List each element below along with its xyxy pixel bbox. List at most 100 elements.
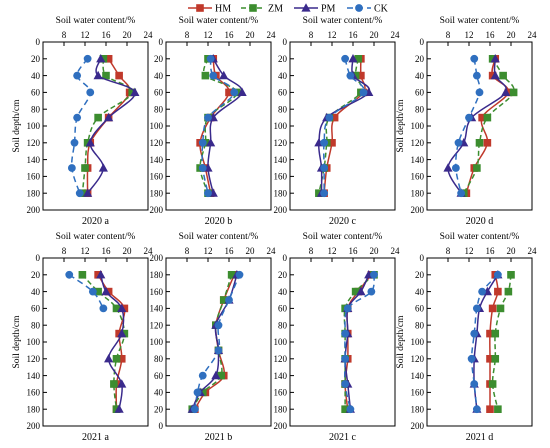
- point-CK: [472, 71, 481, 80]
- y-tick-label: 120: [274, 354, 288, 364]
- series-CK: [198, 54, 239, 198]
- x-tick-label: 8: [62, 246, 67, 256]
- legend-item-HM: HM: [188, 4, 231, 15]
- y-tick-label: 0: [159, 421, 164, 431]
- panel-caption: 2020 b: [205, 216, 233, 227]
- y-tick-label: 180: [150, 270, 164, 280]
- point-PM: [348, 54, 358, 63]
- panel-caption: 2021 b: [205, 432, 233, 443]
- x-tick-label: 8: [446, 246, 451, 256]
- series-PM: [96, 270, 127, 413]
- x-tick-label: 8: [62, 30, 67, 40]
- y-tick-label: 0: [36, 253, 41, 263]
- plot-frame: [289, 41, 396, 211]
- point-PM: [85, 138, 95, 147]
- y-tick-label: 0: [159, 37, 164, 47]
- point-CK: [320, 189, 329, 198]
- x-tick-label: 24: [267, 30, 277, 40]
- y-axis-label: Soil depth/cm: [396, 99, 406, 153]
- point-CK: [65, 270, 74, 279]
- point-CK: [475, 88, 484, 97]
- panel-2021-d: 8 12 16 20 24 0 20 40 60 80 100 120 140 160 180 200 Soil…: [396, 232, 537, 443]
- point-PM: [356, 286, 366, 296]
- x-axis-label: Soil water content/%: [179, 16, 259, 26]
- x-tick-label: 16: [349, 30, 359, 40]
- point-HM: [478, 113, 486, 122]
- point-ZM: [494, 405, 502, 413]
- x-tick-label: 24: [391, 246, 401, 256]
- point-CK: [67, 164, 76, 172]
- y-tick-label: 80: [415, 320, 425, 330]
- y-tick-label: 40: [154, 71, 164, 81]
- plot-frame: [426, 257, 533, 427]
- y-tick-label: 160: [150, 172, 164, 182]
- series-PM: [83, 54, 140, 197]
- series-ZM: [488, 271, 515, 413]
- point-ZM: [354, 55, 363, 63]
- x-tick-label: 20: [507, 30, 517, 40]
- legend-label: PM: [321, 4, 336, 15]
- y-tick-label: 80: [154, 104, 164, 114]
- x-tick-label: 16: [486, 246, 496, 256]
- point-CK: [320, 164, 329, 172]
- y-tick-label: 60: [415, 88, 425, 98]
- point-CK: [467, 354, 476, 363]
- x-tick-label: 20: [507, 246, 517, 256]
- x-tick-label: 20: [370, 30, 380, 40]
- y-tick-label: 200: [27, 421, 41, 431]
- y-tick-label: 180: [411, 188, 425, 198]
- x-tick-label: 24: [144, 246, 154, 256]
- y-tick-label: 0: [36, 37, 41, 47]
- y-tick-label: 120: [411, 138, 425, 148]
- panel-2020-c: 8 12 16 20 24 0 20 40 60 80 100 120 140 160 180 200 Soil…: [274, 16, 401, 227]
- point-ZM: [507, 271, 515, 279]
- y-tick-label: 20: [278, 54, 288, 64]
- point-CK: [343, 304, 352, 313]
- y-tick-label: 80: [31, 104, 41, 114]
- panel-caption: 2021 a: [82, 432, 110, 443]
- point-CK: [75, 189, 84, 198]
- series-CK: [320, 54, 368, 198]
- point-HM: [486, 355, 494, 363]
- y-axis-label: Soil depth/cm: [12, 315, 22, 369]
- y-tick-label: 200: [27, 205, 41, 215]
- y-tick-label: 60: [31, 304, 41, 314]
- point-CK: [88, 287, 97, 296]
- point-PM: [490, 54, 500, 63]
- y-tick-label: 20: [154, 54, 164, 64]
- point-ZM: [473, 164, 481, 172]
- y-tick-label: 100: [274, 121, 288, 131]
- point-ZM: [483, 113, 492, 122]
- y-tick-label: 0: [283, 37, 288, 47]
- point-HM: [115, 71, 123, 80]
- y-tick-label: 0: [283, 253, 288, 263]
- x-tick-label: 8: [309, 30, 314, 40]
- x-axis-label: Soil water content/%: [56, 16, 136, 26]
- series-CK: [341, 270, 378, 414]
- point-CK: [341, 329, 350, 338]
- y-tick-label: 80: [31, 320, 41, 330]
- x-axis-label: Soil water content/%: [56, 232, 136, 242]
- y-tick-label: 100: [27, 337, 41, 347]
- panels: 8 12 16 20 24020406080100120140160180200Soil…: [12, 16, 537, 443]
- point-CK: [190, 405, 199, 414]
- legend-item-CK: CK: [347, 4, 389, 15]
- y-tick-label: 40: [278, 287, 288, 297]
- point-CK: [341, 54, 350, 63]
- point-PM: [206, 138, 216, 147]
- legend-marker-ZM: [249, 4, 257, 12]
- y-tick-label: 120: [150, 138, 164, 148]
- plot-frame: [289, 257, 396, 427]
- point-HM: [488, 304, 497, 313]
- point-CK: [198, 138, 207, 147]
- point-CK: [193, 388, 202, 397]
- y-tick-label: 60: [278, 304, 288, 314]
- point-HM: [328, 139, 336, 147]
- point-CK: [367, 287, 376, 296]
- y-tick-label: 60: [154, 371, 164, 381]
- y-tick-label: 140: [274, 371, 288, 381]
- point-ZM: [509, 88, 518, 97]
- point-CK: [346, 405, 355, 414]
- point-CK: [225, 296, 233, 304]
- y-tick-label: 120: [150, 320, 164, 330]
